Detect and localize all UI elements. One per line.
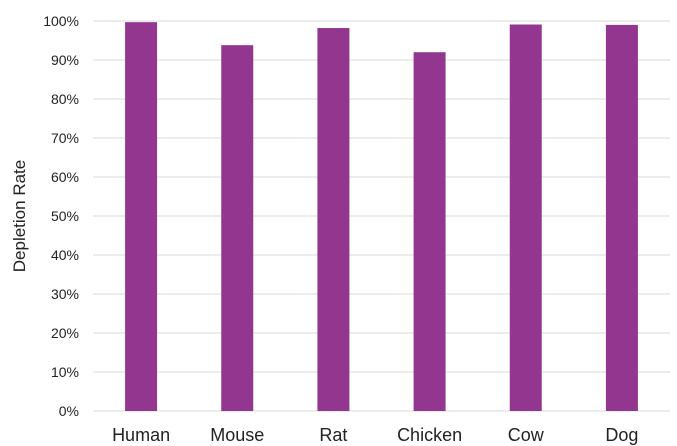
bar-cow [509,24,542,411]
y-tick-label: 50% [51,208,79,224]
x-tick-label: Mouse [210,425,264,445]
x-tick-label: Dog [605,425,638,445]
x-axis-ticks: Human Mouse Rat Chicken Cow Dog [112,425,638,445]
x-tick-label: Cow [508,425,545,445]
y-axis-ticks: 0% 10% 20% 30% 40% 50% 60% 70% 80% 90% 100% [43,13,79,419]
bars [125,22,638,412]
y-tick-label: 80% [51,91,79,107]
bar-mouse [221,45,254,412]
y-tick-label: 100% [43,13,79,29]
y-tick-label: 20% [51,325,79,341]
y-axis-title: Depletion Rate [10,160,29,272]
y-tick-label: 90% [51,52,79,68]
y-tick-label: 30% [51,286,79,302]
y-tick-label: 60% [51,169,79,185]
y-tick-label: 0% [59,403,79,419]
bar-human [125,22,158,411]
y-tick-label: 70% [51,130,79,146]
bar-chicken [413,52,446,411]
y-tick-label: 10% [51,364,79,380]
bar-dog [605,24,638,412]
x-tick-label: Chicken [397,425,462,445]
x-tick-label: Human [112,425,170,445]
y-tick-label: 40% [51,247,79,263]
bar-rat [317,28,350,412]
gridlines [93,20,670,412]
x-tick-label: Rat [319,425,347,445]
